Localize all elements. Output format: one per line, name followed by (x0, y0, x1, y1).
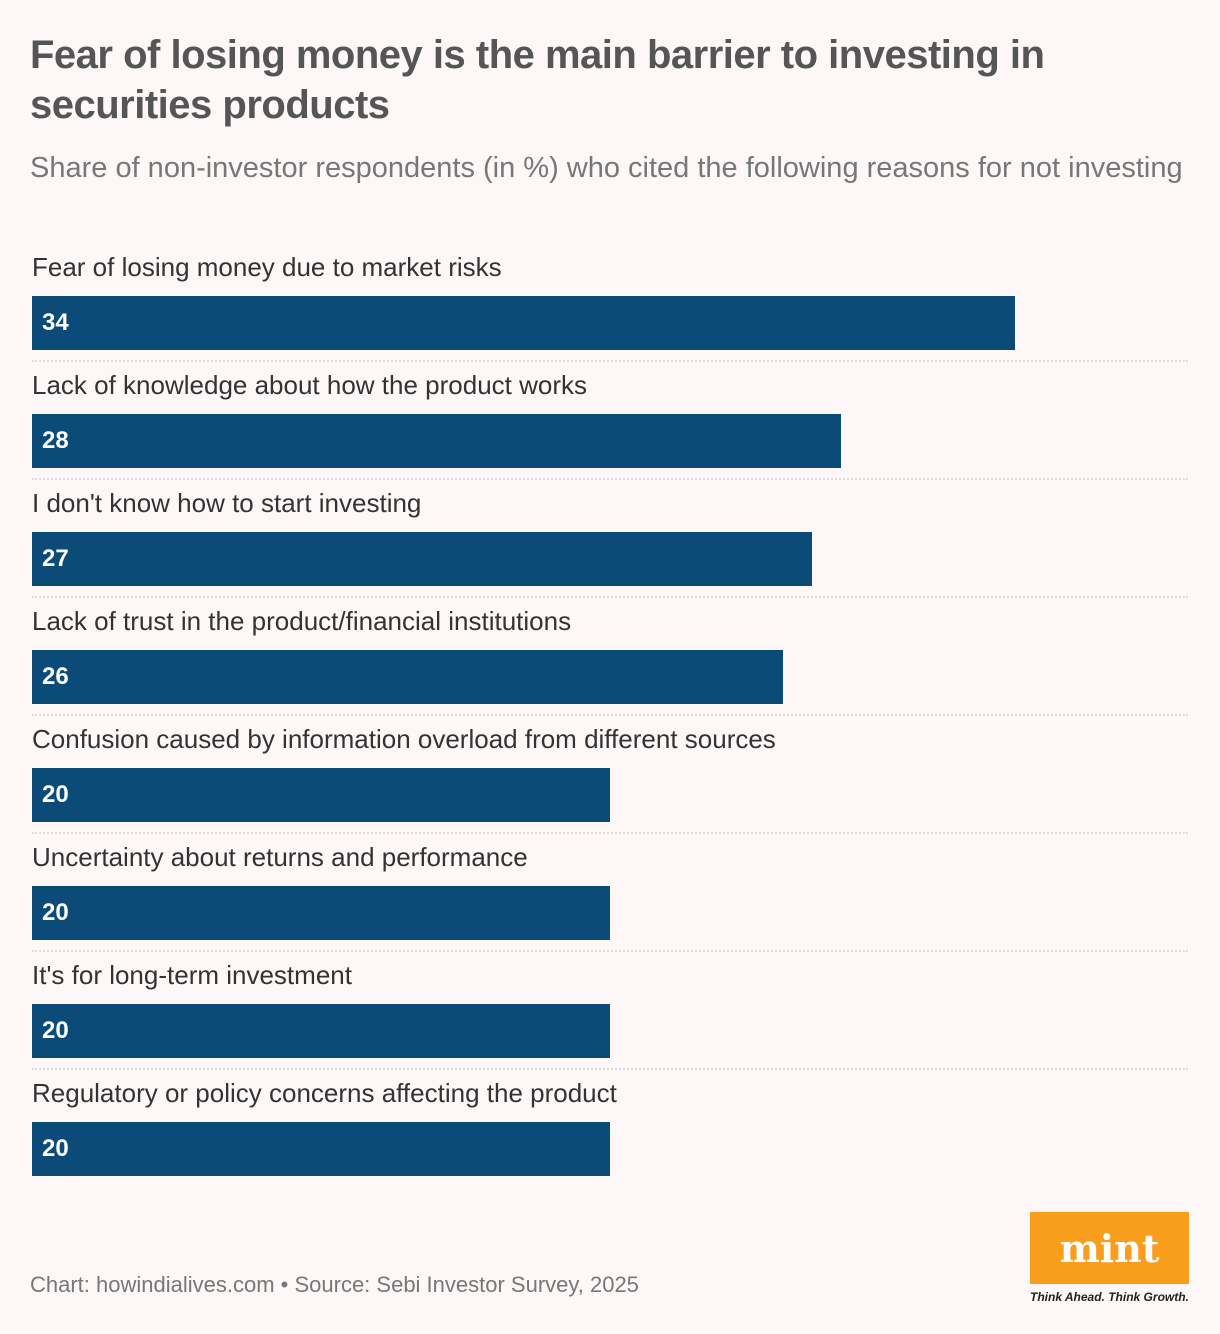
source-footer: Chart: howindialives.com • Source: Sebi … (30, 1272, 639, 1297)
bar-row: It's for long-term investment 20 (32, 958, 1188, 1076)
category-label: I don't know how to start investing (32, 488, 422, 518)
row-divider (32, 596, 1188, 598)
category-label: Fear of losing money due to market risks (32, 252, 502, 282)
bar-row: Confusion caused by information overload… (32, 722, 1188, 840)
chart-title: Fear of losing money is the main barrier… (30, 33, 1045, 127)
data-label: 27 (42, 545, 69, 572)
bar (32, 650, 784, 704)
row-divider (32, 714, 1188, 716)
logo-text: mint (1059, 1225, 1160, 1271)
bar-row: Lack of knowledge about how the product … (32, 368, 1188, 486)
data-label: 26 (42, 663, 69, 690)
mint-logo: mint (1030, 1212, 1189, 1284)
bar-row: Fear of losing money due to market risks… (32, 250, 1188, 368)
row-divider (32, 478, 1188, 480)
data-label: 20 (42, 1135, 69, 1162)
row-divider (32, 1068, 1188, 1070)
data-label: 20 (42, 1017, 69, 1044)
category-label: It's for long-term investment (32, 960, 352, 990)
bar-row: I don't know how to start investing 27 (32, 486, 1188, 604)
bar-row: Uncertainty about returns and performanc… (32, 840, 1188, 958)
bar (32, 768, 610, 822)
row-divider (32, 832, 1188, 834)
bar-row: Regulatory or policy concerns affecting … (32, 1076, 1188, 1194)
category-label: Uncertainty about returns and performanc… (32, 842, 528, 872)
bar (32, 1122, 610, 1176)
data-label: 34 (42, 309, 69, 336)
bar (32, 1004, 610, 1058)
row-divider (32, 950, 1188, 952)
bar (32, 886, 610, 940)
data-label: 20 (42, 899, 69, 926)
bar (32, 532, 813, 586)
category-label: Lack of trust in the product/financial i… (32, 606, 572, 636)
data-label: 28 (42, 427, 69, 454)
logo-tagline: Think Ahead. Think Growth. (1030, 1290, 1189, 1304)
category-label: Regulatory or policy concerns affecting … (32, 1078, 617, 1108)
bar (32, 296, 1015, 350)
bar (32, 414, 842, 468)
bar-row: Lack of trust in the product/financial i… (32, 604, 1188, 722)
category-label: Confusion caused by information overload… (32, 724, 776, 754)
category-label: Lack of knowledge about how the product … (32, 370, 588, 400)
bar-chart: Fear of losing money due to market risks… (32, 250, 1188, 1194)
data-label: 20 (42, 781, 69, 808)
chart-subtitle: Share of non-investor respondents (in %)… (30, 152, 1183, 184)
row-divider (32, 360, 1188, 362)
